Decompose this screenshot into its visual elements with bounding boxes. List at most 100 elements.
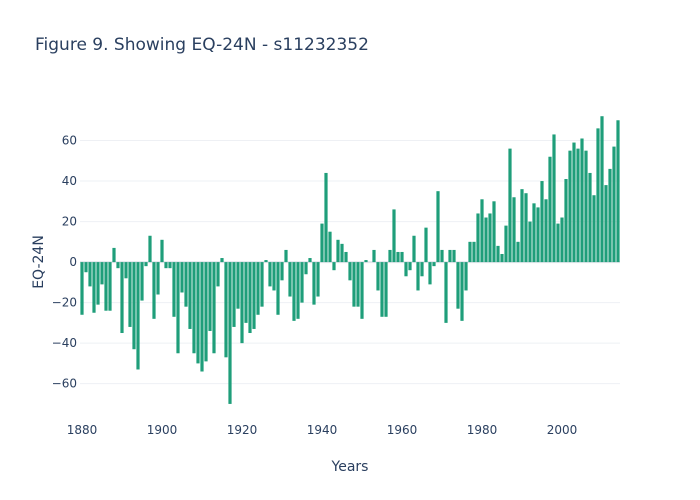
bar-1973 (452, 249, 456, 263)
chart-title: Figure 9. Showing EQ-24N - s11232352 (35, 35, 369, 55)
bar-1953 (372, 249, 376, 263)
bar-1974 (456, 262, 460, 309)
bar-1969 (436, 191, 440, 263)
y-tick-label: 0 (69, 255, 77, 269)
bar-1903 (172, 262, 176, 317)
x-tick-label: 1880 (67, 423, 98, 437)
bar-1890 (120, 262, 124, 334)
bar-1997 (548, 156, 552, 263)
bar-1911 (204, 262, 208, 362)
bar-1889 (116, 262, 120, 269)
bar-1933 (292, 262, 296, 321)
bar-1891 (124, 262, 128, 279)
bar-1978 (472, 241, 476, 263)
bar-1981 (484, 217, 488, 263)
bar-1929 (276, 262, 280, 315)
bar-1955 (380, 262, 384, 317)
x-tick-label: 1940 (307, 423, 338, 437)
bar-1966 (424, 227, 428, 263)
bar-1920 (240, 262, 244, 344)
x-axis-ticks: 1880 1900 1920 1940 1960 1980 2000 (67, 423, 578, 437)
bar-1924 (256, 262, 260, 315)
bar-1894 (136, 262, 140, 370)
bar-1914 (216, 262, 220, 287)
bar-1958 (392, 209, 396, 263)
bar-1915 (220, 258, 224, 263)
bar-2000 (560, 217, 564, 263)
y-tick-label: 40 (62, 174, 77, 188)
y-axis-ticks: −60 −40 −20 0 20 40 60 (52, 134, 77, 391)
bar-1992 (528, 221, 532, 263)
bar-1888 (112, 247, 116, 263)
y-tick-label: 60 (62, 134, 77, 148)
bar-1951 (364, 260, 368, 263)
bar-2004 (576, 148, 580, 263)
bar-1927 (268, 262, 272, 287)
bar-1995 (540, 181, 544, 263)
bar-1930 (280, 262, 284, 281)
bar-1899 (156, 262, 160, 295)
bar-2013 (612, 146, 616, 263)
bar-1947 (348, 262, 352, 281)
bar-1896 (144, 262, 148, 267)
bar-1892 (128, 262, 132, 327)
bar-1907 (188, 262, 192, 329)
x-tick-label: 1960 (387, 423, 418, 437)
bar-1918 (232, 262, 236, 327)
bar-1897 (148, 235, 152, 263)
bar-1996 (544, 199, 548, 263)
bar-1923 (252, 262, 256, 329)
bar-1883 (92, 262, 96, 313)
bar-1904 (176, 262, 180, 354)
bar-1908 (192, 262, 196, 354)
bar-1928 (272, 262, 276, 291)
bar-1900 (160, 239, 164, 263)
bar-1964 (416, 262, 420, 291)
bar-1941 (324, 172, 328, 263)
bar-1957 (388, 249, 392, 263)
bar-1893 (132, 262, 136, 350)
bar-1936 (304, 262, 308, 275)
bar-1962 (408, 262, 412, 271)
bar-1880 (80, 262, 84, 315)
bar-1939 (316, 262, 320, 297)
bar-1882 (88, 262, 92, 287)
bar-2005 (580, 138, 584, 263)
bar-1921 (244, 262, 248, 323)
bar-1971 (444, 262, 448, 323)
y-tick-label: −60 (52, 377, 77, 391)
bar-1909 (196, 262, 200, 364)
bar-1881 (84, 262, 88, 273)
bar-1934 (296, 262, 300, 319)
bar-1884 (96, 262, 100, 305)
bar-1922 (248, 262, 252, 334)
bar-1986 (504, 225, 508, 263)
bar-1925 (260, 262, 264, 307)
bar-1898 (152, 262, 156, 319)
x-tick-label: 1980 (467, 423, 498, 437)
bar-1977 (468, 241, 472, 263)
bar-1919 (236, 262, 240, 309)
bar-1935 (300, 262, 304, 303)
bar-1982 (488, 213, 492, 263)
y-axis-label: EQ-24N (31, 235, 47, 289)
bar-1913 (212, 262, 216, 354)
bar-1984 (496, 245, 500, 263)
bar-2003 (572, 142, 576, 263)
bar-1949 (356, 262, 360, 307)
x-axis-label: Years (331, 459, 369, 475)
bar-2002 (568, 150, 572, 263)
bar-1916 (224, 262, 228, 358)
bar-1983 (492, 201, 496, 263)
bar-1972 (448, 249, 452, 263)
bar-1979 (476, 213, 480, 263)
bar-1901 (164, 262, 168, 269)
bar-1931 (284, 249, 288, 263)
bar-1960 (400, 251, 404, 263)
bar-1985 (500, 253, 504, 263)
bar-2011 (604, 185, 608, 263)
bar-1887 (108, 262, 112, 311)
x-tick-label: 1900 (147, 423, 178, 437)
bar-1967 (428, 262, 432, 285)
bar-1970 (440, 249, 444, 263)
